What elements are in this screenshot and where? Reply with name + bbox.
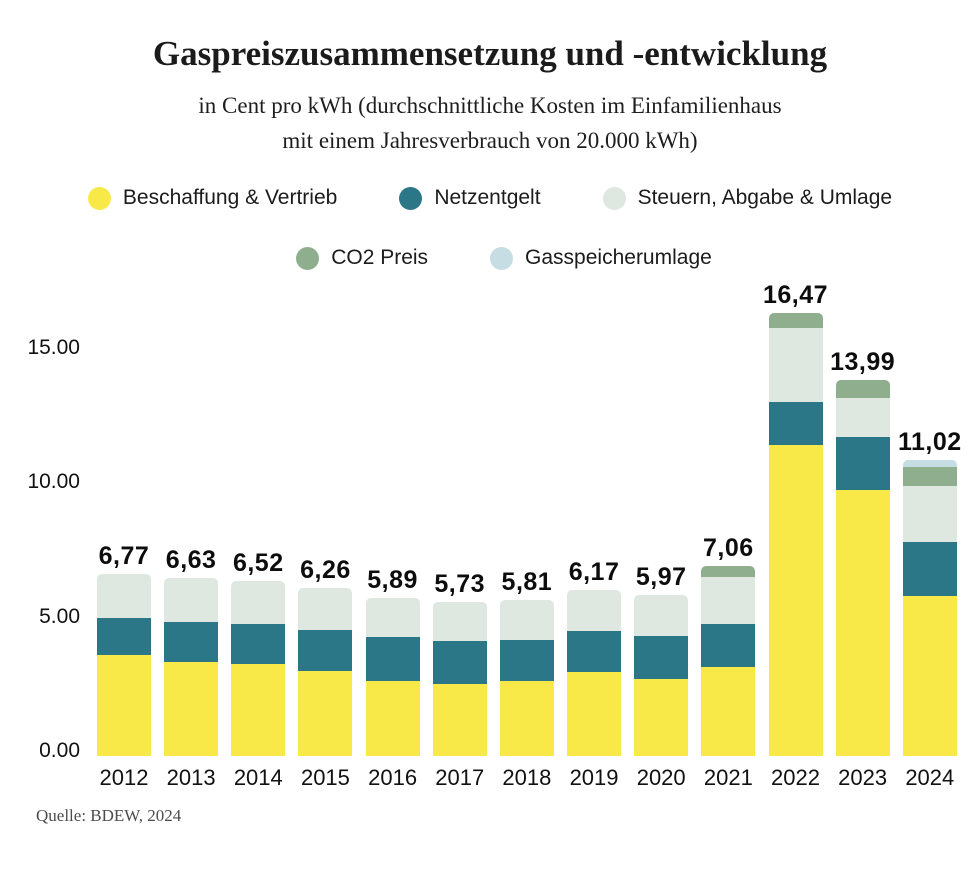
- bar-segment-co2-preis-2022: [768, 312, 823, 328]
- legend-dot-gasspeicherumlage: [490, 246, 514, 270]
- bar-segment-steuern-abgabe-umlage-2016: [365, 597, 420, 638]
- x-axis-label-2022: 2022: [771, 765, 820, 790]
- legend-label: Gasspeicherumlage: [525, 246, 712, 269]
- legend-item-netzentgelt: Netzentgelt: [399, 186, 541, 210]
- bar-total-label-2020: 5,97: [635, 563, 687, 592]
- bar-total-label-2014: 6,52: [232, 548, 284, 577]
- bar-segment-steuern-abgabe-umlage-2019: [567, 590, 622, 631]
- bar-segment-co2-preis-2021: [701, 566, 756, 577]
- chart-subtitle-line2: mit einem Jahresverbrauch von 20.000 kWh…: [282, 128, 698, 153]
- x-axis-label-2015: 2015: [300, 765, 350, 790]
- bar-segment-netzentgelt-2020: [634, 635, 689, 680]
- bar-segment-steuern-abgabe-umlage-2020: [634, 595, 689, 636]
- bar-segment-steuern-abgabe-umlage-2018: [499, 599, 554, 640]
- bar-segment-steuern-abgabe-umlage-2015: [298, 587, 353, 631]
- bar-segment-co2-preis-2023: [835, 379, 890, 399]
- bar-segment-netzentgelt-2024: [902, 542, 957, 596]
- bar-segment-beschaffung-vertrieb-2024: [902, 595, 957, 756]
- legend-label: Netzentgelt: [434, 186, 541, 209]
- legend-item-gasspeicherumlage: Gasspeicherumlage: [490, 246, 712, 270]
- bar-segment-netzentgelt-2019: [567, 630, 622, 673]
- bar-segment-netzentgelt-2016: [365, 637, 420, 681]
- bar-segment-netzentgelt-2012: [97, 618, 151, 656]
- y-axis-tick-10: 10.00: [27, 470, 80, 493]
- legend-row-1: Beschaffung & Vertrieb Netzentgelt Steuern…: [0, 186, 980, 210]
- bar-segment-netzentgelt-2015: [298, 630, 353, 671]
- bar-segment-netzentgelt-2021: [701, 623, 756, 668]
- legend-dot-beschaffung-vertrieb: [87, 186, 111, 210]
- bar-segment-steuern-abgabe-umlage-2024: [902, 485, 957, 543]
- bar-total-label-2018: 5,81: [501, 567, 553, 596]
- bar-segment-netzentgelt-2022: [768, 402, 823, 445]
- legend-dot-steuern-abgabe-umlage: [602, 186, 626, 210]
- x-axis-label-2013: 2013: [166, 765, 216, 790]
- bar-segment-beschaffung-vertrieb-2023: [835, 489, 890, 756]
- y-axis-tick-0: 0.00: [39, 739, 80, 762]
- x-axis-label-2018: 2018: [502, 765, 552, 790]
- legend-item-beschaffung-vertrieb: Beschaffung & Vertrieb: [87, 186, 338, 210]
- bar-total-label-2021: 7,06: [703, 534, 754, 563]
- bar-total-label-2012: 6,77: [98, 541, 150, 570]
- x-axis-label-2019: 2019: [569, 765, 619, 790]
- x-axis-label-2017: 2017: [435, 765, 485, 790]
- x-axis-label-2020: 2020: [636, 765, 686, 790]
- bar-segment-beschaffung-vertrieb-2020: [634, 679, 689, 756]
- legend-row-2: CO2 Preis Gasspeicherumlage: [0, 246, 980, 270]
- bar-total-label-2022: 16,47: [762, 280, 829, 309]
- x-axis-label-2014: 2014: [233, 765, 283, 790]
- bar-segment-netzentgelt-2013: [164, 622, 219, 663]
- bar-segment-netzentgelt-2023: [835, 437, 890, 490]
- bar-segment-steuern-abgabe-umlage-2013: [164, 577, 219, 623]
- bar-total-label-2017: 5,73: [434, 569, 486, 598]
- x-axis-label-2012: 2012: [99, 765, 149, 790]
- bar-segment-netzentgelt-2017: [432, 640, 487, 684]
- x-axis-label-2024: 2024: [905, 765, 955, 790]
- bar-segment-co2-preis-2024: [902, 466, 957, 486]
- legend-label: Beschaffung & Vertrieb: [122, 186, 338, 209]
- legend-label: Steuern, Abgabe & Umlage: [637, 186, 893, 209]
- bar-segment-netzentgelt-2018: [499, 639, 554, 681]
- x-axis-label-2016: 2016: [368, 765, 418, 790]
- x-axis-label-2023: 2023: [838, 765, 888, 790]
- bar-segment-beschaffung-vertrieb-2019: [567, 672, 622, 756]
- bar-segment-gasspeicherumlage-2024: [902, 459, 957, 467]
- bar-total-label-2023: 13,99: [830, 347, 896, 376]
- legend-label: CO2 Preis: [331, 246, 429, 269]
- bar-segment-beschaffung-vertrieb-2022: [768, 444, 823, 756]
- bar-total-label-2013: 6,63: [165, 545, 217, 574]
- y-axis-tick-5: 5.00: [39, 604, 80, 628]
- chart-title: Gaspreiszusammensetzung und -entwicklung: [152, 34, 828, 73]
- legend-item-steuern-abgabe-umlage: Steuern, Abgabe & Umlage: [602, 186, 893, 210]
- x-axis-label-2021: 2021: [703, 765, 753, 790]
- bar-segment-beschaffung-vertrieb-2017: [432, 683, 487, 756]
- bar-segment-steuern-abgabe-umlage-2022: [768, 327, 823, 403]
- bar-segment-steuern-abgabe-umlage-2017: [432, 601, 487, 641]
- legend-dot-co2-preis: [296, 246, 320, 270]
- bar-segment-steuern-abgabe-umlage-2012: [97, 573, 151, 618]
- bar-segment-beschaffung-vertrieb-2013: [164, 662, 219, 756]
- bar-segment-beschaffung-vertrieb-2016: [365, 680, 420, 756]
- bar-segment-beschaffung-vertrieb-2012: [97, 655, 151, 756]
- bar-segment-steuern-abgabe-umlage-2021: [701, 576, 756, 624]
- source-note: Quelle: BDEW, 2024: [36, 806, 182, 825]
- legend-item-co2-preis: CO2 Preis: [296, 246, 428, 270]
- chart-subtitle-line1: in Cent pro kWh (durchschnittliche Koste…: [198, 93, 782, 118]
- bar-segment-beschaffung-vertrieb-2021: [701, 667, 756, 756]
- legend-dot-netzentgelt: [399, 186, 423, 210]
- bar-segment-steuern-abgabe-umlage-2014: [231, 580, 286, 624]
- bar-total-label-2024: 11,02: [897, 427, 962, 456]
- bar-segment-netzentgelt-2014: [231, 623, 286, 664]
- bar-total-label-2015: 6,26: [300, 555, 351, 584]
- bar-total-label-2019: 6,17: [568, 558, 620, 587]
- y-axis-tick-15: 15.00: [27, 335, 80, 359]
- bar-segment-steuern-abgabe-umlage-2023: [835, 398, 890, 438]
- bar-segment-beschaffung-vertrieb-2015: [298, 670, 353, 756]
- chart-subtitle: in Cent pro kWh (durchschnittliche Koste…: [0, 88, 980, 158]
- bar-segment-beschaffung-vertrieb-2014: [231, 664, 286, 756]
- bar-segment-beschaffung-vertrieb-2018: [499, 680, 554, 756]
- bar-total-label-2016: 5,89: [367, 565, 418, 594]
